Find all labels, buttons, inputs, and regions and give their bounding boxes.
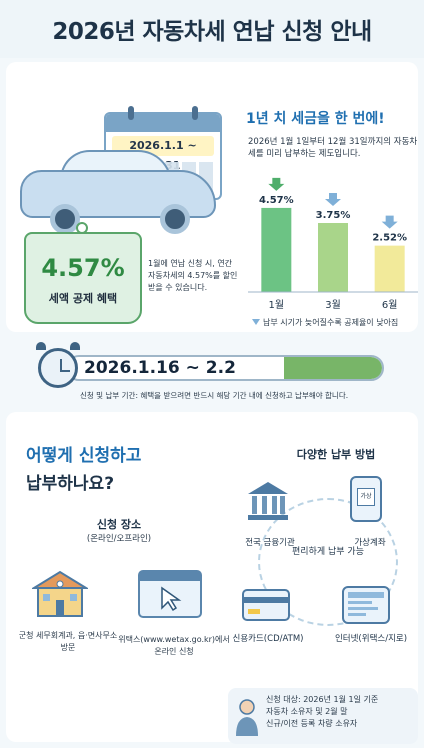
payment-title: 다양한 납부 방법 bbox=[296, 448, 376, 461]
period-bar-white bbox=[68, 357, 284, 379]
bar-3 bbox=[374, 245, 405, 292]
period-note: 신청 및 납부 기간: 혜택을 받으려면 반드시 해당 기간 내에 신청하고 납… bbox=[80, 391, 349, 400]
period-range: 2026.1.16 ~ 2.2 bbox=[84, 358, 236, 378]
virtual-account-badge: 가상 bbox=[357, 488, 375, 506]
place-online: 위택스(www.wetax.go.kr)에서 온라인 신청 bbox=[118, 635, 230, 656]
tablet-icon bbox=[342, 586, 390, 624]
discount-description: 1월에 연납 신청 시, 연간 자동차세의 4.57%를 할인받을 수 있습니다… bbox=[148, 259, 238, 292]
category-label-2: 3월 bbox=[325, 299, 341, 311]
period-bar-green bbox=[284, 357, 382, 379]
category-label-1: 1월 bbox=[269, 299, 285, 311]
down-arrow-icon-1 bbox=[268, 177, 285, 191]
footer-box bbox=[228, 688, 418, 744]
footer-line1: 신청 대상: 2026년 1월 1일 기준 bbox=[266, 695, 379, 704]
discount-label: 세액 공제 혜택 bbox=[48, 292, 118, 305]
footer-eligibility: 신청 대상: 2026년 1월 1일 기준 자동차 소유자 및 2월 말 신규/… bbox=[266, 694, 416, 730]
bar-value-label-1: 4.57% bbox=[259, 195, 294, 206]
bar-2 bbox=[318, 223, 348, 292]
clock-bell-right bbox=[70, 342, 80, 350]
person-icon bbox=[236, 699, 258, 736]
down-arrow-icon-3 bbox=[381, 215, 398, 229]
down-arrow-icon bbox=[252, 319, 260, 325]
place-offline: 군청 세무회계과, 읍·면사무소 방문 bbox=[18, 631, 118, 652]
clock-hand-hour bbox=[60, 359, 62, 372]
browser-window-icon bbox=[138, 570, 202, 618]
calendar-header bbox=[106, 114, 220, 132]
clock-hand-minute bbox=[60, 370, 70, 372]
category-label-3: 6월 bbox=[382, 299, 398, 311]
payment-card-label: 신용카드(CD/ATM) bbox=[232, 634, 304, 644]
page-title: 2026년 자동차세 연납 신청 안내 bbox=[52, 19, 372, 45]
place-subtitle: (온라인/오프라인) bbox=[86, 534, 152, 544]
prepay-title: 1년 치 세금을 한 번에! bbox=[246, 111, 385, 127]
payment-center-text: 편리하게 납부 가능 bbox=[292, 547, 364, 557]
period-bar bbox=[66, 355, 384, 381]
discount-bar-chart: 4.57% 1월 3.75% 3월 2.52% 6월 bbox=[248, 177, 418, 311]
prepay-description: 2026년 1월 1일부터 12월 31일까지의 자동차세를 미리 납부하는 제… bbox=[248, 137, 418, 159]
discount-percent: 4.57% bbox=[41, 254, 125, 282]
place-title: 신청 장소 bbox=[96, 518, 142, 531]
tag-hole-icon bbox=[76, 222, 88, 234]
browser-titlebar bbox=[140, 572, 200, 581]
payment-virtual-label: 가상계좌 bbox=[354, 538, 386, 548]
footer-line3: 신규/이전 등록 차량 소유자 bbox=[266, 719, 358, 728]
down-arrow-icon-2 bbox=[325, 193, 341, 206]
cursor-icon bbox=[161, 586, 182, 612]
car-wheel-front bbox=[50, 204, 80, 234]
car-wheel-rear bbox=[160, 204, 190, 234]
calendar-ring-right bbox=[192, 106, 198, 120]
footer-line2: 자동차 소유자 및 2월 말 bbox=[266, 707, 348, 716]
phone-icon: 가상 bbox=[350, 476, 382, 522]
how-title-line2: 납부하나요? bbox=[26, 474, 115, 494]
payment-ring bbox=[258, 498, 398, 626]
bar-value-label-2: 3.75% bbox=[316, 210, 351, 221]
clock-bell-left bbox=[36, 342, 46, 350]
header-bar bbox=[0, 0, 424, 58]
chart-note: 납부 시기가 늦어질수록 공제율이 낮아짐 bbox=[252, 317, 418, 328]
how-title: 어떻게 신청하고 납부하나요? bbox=[26, 442, 186, 498]
how-title-line1: 어떻게 신청하고 bbox=[26, 446, 142, 466]
bar-value-label-3: 2.52% bbox=[372, 233, 407, 244]
chart-note-text: 납부 시기가 늦어질수록 공제율이 낮아짐 bbox=[263, 318, 399, 327]
bar-1 bbox=[261, 207, 292, 292]
credit-card-icon bbox=[242, 589, 290, 621]
bank-icon bbox=[248, 482, 288, 520]
alarm-clock-icon bbox=[38, 348, 78, 388]
town-hall-icon bbox=[32, 570, 88, 617]
payment-bank-label: 전국 금융기관 bbox=[245, 538, 295, 548]
calendar-ring-left bbox=[128, 106, 134, 120]
discount-tag bbox=[24, 232, 142, 324]
payment-internet-label: 인터넷(위택스/지로) bbox=[334, 634, 408, 644]
